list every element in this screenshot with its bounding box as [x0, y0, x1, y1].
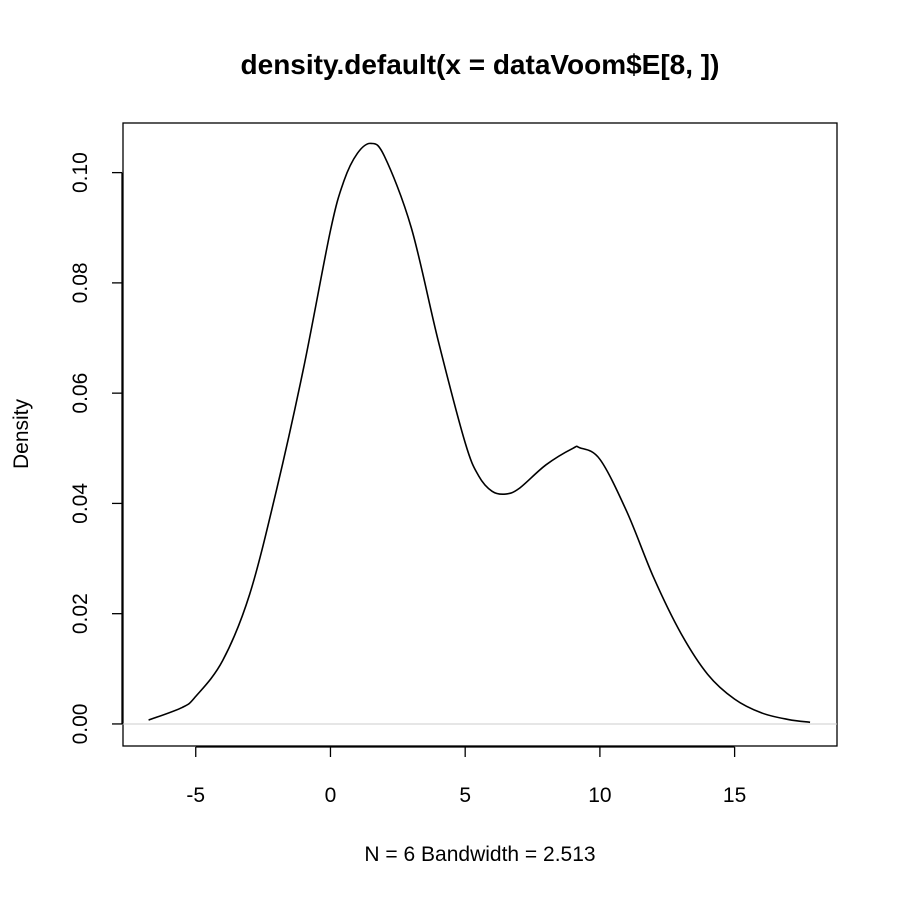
y-tick-label: 0.02 — [69, 593, 92, 634]
density-curve — [148, 142, 811, 724]
x-axis-label: N = 6 Bandwidth = 2.513 — [364, 843, 595, 866]
chart-title: density.default(x = dataVoom$E[8, ]) — [241, 49, 720, 80]
y-tick-label: 0.00 — [69, 704, 92, 745]
y-axis: 0.00 0.02 0.04 0.06 0.08 0.10 — [69, 152, 123, 745]
y-axis-label: Density — [10, 398, 33, 469]
x-axis: -5 0 5 10 15 — [186, 746, 746, 807]
x-tick-label: 15 — [723, 784, 746, 807]
y-tick-label: 0.06 — [69, 373, 92, 414]
x-tick-label: 5 — [459, 784, 471, 807]
x-tick-label: -5 — [186, 784, 205, 807]
y-tick-label: 0.04 — [69, 483, 92, 524]
y-tick-label: 0.08 — [69, 262, 92, 303]
x-tick-label: 0 — [325, 784, 337, 807]
y-tick-label: 0.10 — [69, 152, 92, 193]
plot-frame — [122, 122, 838, 747]
x-tick-label: 10 — [588, 784, 611, 807]
